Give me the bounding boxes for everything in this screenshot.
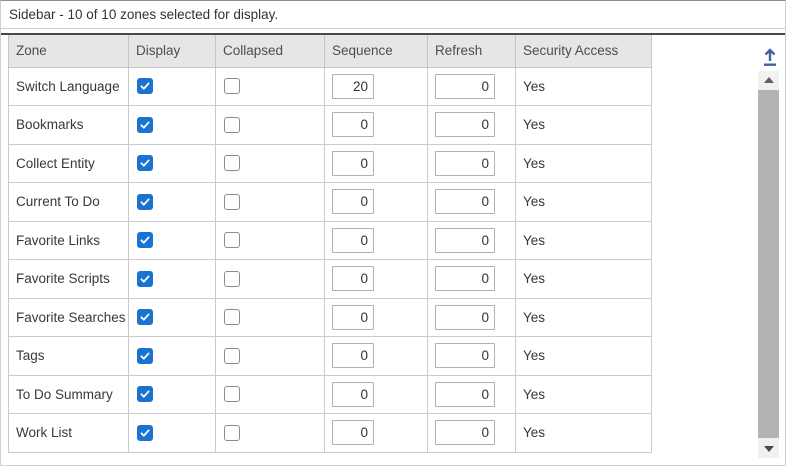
checkmark-icon: [140, 121, 150, 129]
checkmark-icon: [140, 82, 150, 90]
sequence-input[interactable]: [332, 112, 374, 138]
zone-name: Current To Do: [8, 182, 129, 222]
zone-name: Work List: [8, 413, 129, 453]
zone-name: Collect Entity: [8, 143, 129, 183]
col-header-display: Display: [128, 35, 216, 68]
checkmark-icon: [140, 390, 150, 398]
checkmark-icon: [140, 313, 150, 321]
security-access-value: Yes: [515, 336, 652, 376]
down-triangle-icon: [763, 446, 774, 452]
collapsed-checkbox[interactable]: [224, 232, 240, 249]
refresh-input[interactable]: [435, 381, 495, 407]
security-access-value: Yes: [515, 374, 652, 414]
scrollbar-down-arrow-icon[interactable]: [758, 440, 779, 458]
checkmark-icon: [140, 236, 150, 244]
zone-name: Favorite Scripts: [8, 259, 129, 299]
checkmark-icon: [140, 159, 150, 167]
table-row: To Do Summary Yes: [8, 374, 652, 414]
scrollbar-up-arrow-icon[interactable]: [758, 71, 779, 89]
display-checkbox[interactable]: [137, 155, 153, 172]
zone-name: Favorite Links: [8, 220, 129, 260]
sequence-input[interactable]: [332, 420, 374, 446]
sequence-input[interactable]: [332, 227, 374, 253]
zone-name: Tags: [8, 336, 129, 376]
table-row: Current To Do Yes: [8, 182, 652, 222]
col-header-collapsed: Collapsed: [215, 35, 325, 68]
zone-name: Bookmarks: [8, 105, 129, 145]
display-checkbox[interactable]: [137, 270, 153, 287]
collapsed-checkbox[interactable]: [224, 78, 240, 95]
checkmark-icon: [140, 429, 150, 437]
collapsed-checkbox[interactable]: [224, 270, 240, 287]
refresh-input[interactable]: [435, 150, 495, 176]
refresh-input[interactable]: [435, 189, 495, 215]
vertical-scrollbar[interactable]: [758, 71, 779, 458]
col-header-security-access: Security Access: [515, 35, 652, 68]
collapsed-checkbox[interactable]: [224, 193, 240, 210]
table-row: Favorite Links Yes: [8, 220, 652, 260]
security-access-value: Yes: [515, 413, 652, 453]
refresh-input[interactable]: [435, 343, 495, 369]
refresh-input[interactable]: [435, 266, 495, 292]
col-header-sequence: Sequence: [324, 35, 428, 68]
display-checkbox[interactable]: [137, 309, 153, 326]
sequence-input[interactable]: [332, 343, 374, 369]
display-checkbox[interactable]: [137, 193, 153, 210]
sequence-input[interactable]: [332, 150, 374, 176]
zones-grid-area: Zone Display Collapsed Sequence Refresh …: [1, 33, 785, 464]
refresh-input[interactable]: [435, 112, 495, 138]
collapsed-checkbox[interactable]: [224, 424, 240, 441]
back-to-top-icon[interactable]: [760, 46, 780, 68]
refresh-input[interactable]: [435, 73, 495, 99]
security-access-value: Yes: [515, 182, 652, 222]
collapsed-checkbox[interactable]: [224, 309, 240, 326]
display-checkbox[interactable]: [137, 116, 153, 133]
table-row: Bookmarks Yes: [8, 105, 652, 145]
refresh-input[interactable]: [435, 420, 495, 446]
security-access-value: Yes: [515, 220, 652, 260]
display-checkbox[interactable]: [137, 78, 153, 95]
table-header-row: Zone Display Collapsed Sequence Refresh …: [8, 35, 652, 68]
table-row: Favorite Searches Yes: [8, 297, 652, 337]
table-row: Switch Language Yes: [8, 66, 652, 106]
table-row: Tags Yes: [8, 336, 652, 376]
display-checkbox[interactable]: [137, 347, 153, 364]
refresh-input[interactable]: [435, 304, 495, 330]
zone-name: Favorite Searches: [8, 297, 129, 337]
zone-name: To Do Summary: [8, 374, 129, 414]
up-triangle-icon: [763, 77, 774, 83]
collapsed-checkbox[interactable]: [224, 116, 240, 133]
collapsed-checkbox[interactable]: [224, 155, 240, 172]
table-row: Work List Yes: [8, 413, 652, 453]
table-row: Collect Entity Yes: [8, 143, 652, 183]
security-access-value: Yes: [515, 297, 652, 337]
table-row: Favorite Scripts Yes: [8, 259, 652, 299]
display-checkbox[interactable]: [137, 232, 153, 249]
sequence-input[interactable]: [332, 381, 374, 407]
security-access-value: Yes: [515, 105, 652, 145]
display-checkbox[interactable]: [137, 424, 153, 441]
checkmark-icon: [140, 275, 150, 283]
sequence-input[interactable]: [332, 266, 374, 292]
refresh-input[interactable]: [435, 227, 495, 253]
sequence-input[interactable]: [332, 189, 374, 215]
zone-name: Switch Language: [8, 66, 129, 106]
zones-table: Zone Display Collapsed Sequence Refresh …: [8, 35, 652, 453]
sequence-input[interactable]: [332, 73, 374, 99]
col-header-zone: Zone: [8, 35, 129, 68]
display-checkbox[interactable]: [137, 386, 153, 403]
scrollbar-thumb[interactable]: [758, 90, 779, 438]
collapsed-checkbox[interactable]: [224, 347, 240, 364]
checkmark-icon: [140, 352, 150, 360]
security-access-value: Yes: [515, 143, 652, 183]
collapsed-checkbox[interactable]: [224, 386, 240, 403]
scrollbar-track[interactable]: [758, 89, 779, 440]
checkmark-icon: [140, 198, 150, 206]
security-access-value: Yes: [515, 259, 652, 299]
col-header-refresh: Refresh: [427, 35, 516, 68]
panel-title: Sidebar - 10 of 10 zones selected for di…: [1, 1, 785, 29]
sequence-input[interactable]: [332, 304, 374, 330]
security-access-value: Yes: [515, 66, 652, 106]
